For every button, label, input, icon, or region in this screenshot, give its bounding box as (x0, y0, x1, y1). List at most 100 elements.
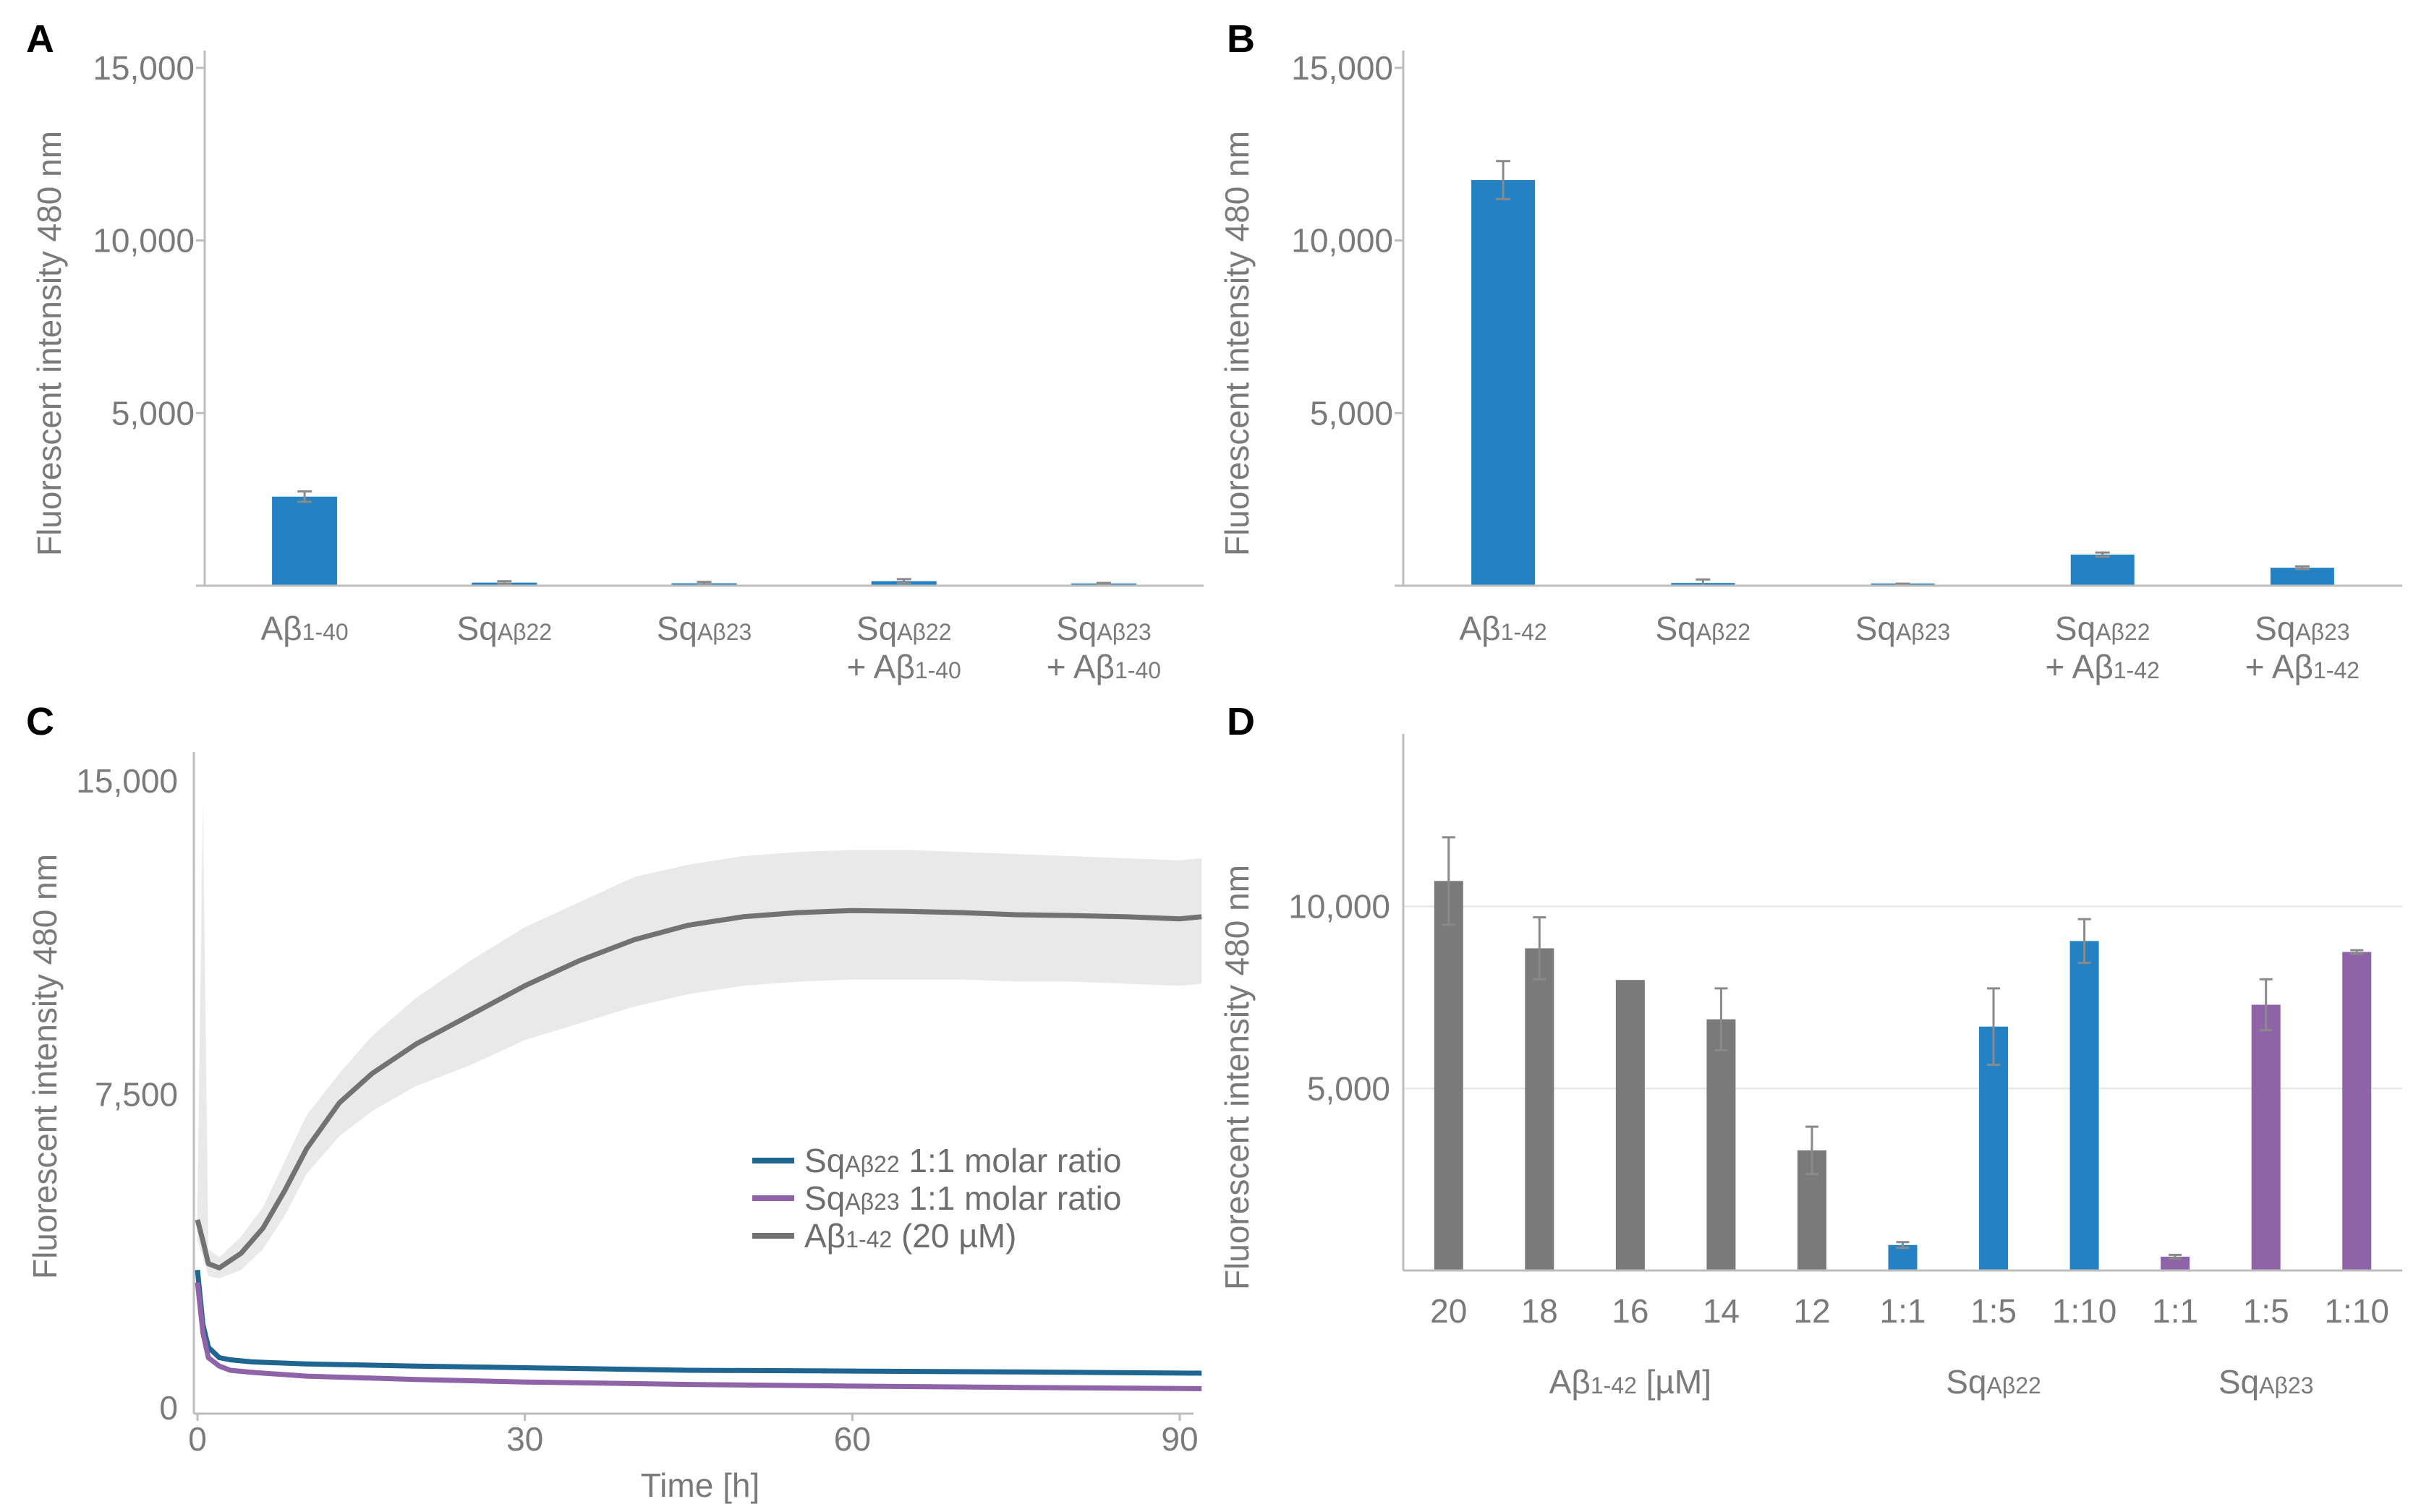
panel-d-category-label: 18 (1521, 1292, 1558, 1330)
panel-a-category-label-main: Sq (856, 610, 897, 647)
panel-c-y-tick-label: 15,000 (76, 762, 178, 800)
panel-b-y-tick-labels: 5,000 10,000 15,000 (1291, 49, 1403, 432)
panel-d-bars (1434, 881, 2372, 1270)
panel-d-y-tick-label: 10,000 (1288, 888, 1390, 926)
panel-d-category-label: 12 (1793, 1292, 1830, 1330)
panel-d-group-label: SqAβ22 (1946, 1363, 2041, 1401)
panel-d-category-label: 1:1 (1880, 1292, 1926, 1330)
panel-b-error-bar (2095, 551, 2110, 558)
panel-d-group-label-sub: Aβ22 (1987, 1372, 2041, 1398)
panel-a-error-bar (297, 490, 312, 503)
panel-d-category-label: 1:10 (2052, 1292, 2117, 1330)
panel-letter-c: C (26, 700, 54, 743)
panel-d-bar (2161, 1256, 2190, 1270)
panel-d-error-bar (2259, 978, 2273, 1032)
panel-d-error-bar (2077, 918, 2091, 965)
panel-a-category-label-line2: + Aβ1-40 (1047, 648, 1161, 685)
panel-a-y-tick-label: 10,000 (93, 222, 195, 260)
panel-letter-b: B (1227, 17, 1255, 61)
panel-a-category-label-sub: 1-40 (302, 619, 349, 645)
panel-c-legend-label-main: Sq (804, 1142, 845, 1179)
panel-a-category-label: SqAβ22 (456, 610, 552, 647)
panel-b-bar (1471, 180, 1536, 586)
panel-b-category-label-sub: Aβ23 (2295, 619, 2349, 645)
panel-d-x-tick-labels: 20 18 16 14 12 1:1 1:5 1:10 1:1 1:5 1:10 (1430, 1292, 2389, 1330)
panel-c-error-band (197, 801, 1202, 1278)
panel-d-category-label: 1:5 (2243, 1292, 2289, 1330)
panel-c-legend-label-rest: 1:1 molar ratio (900, 1179, 1122, 1217)
panel-d-error-bar (2169, 1253, 2182, 1260)
panel-c-series-line (195, 1269, 1202, 1376)
panel-d-category-label: 14 (1703, 1292, 1740, 1330)
panel-b-category-label: SqAβ22 (1655, 610, 1750, 647)
panel-b-error-bar (2294, 565, 2310, 571)
panel-b-category-label-main: Sq (1655, 610, 1695, 647)
panel-c-y-axis-label: Fluorescent intensity 480 nm (26, 854, 64, 1279)
panel-b-category-label: SqAβ23 (1855, 610, 1951, 647)
panel-d-bar (2342, 952, 2372, 1270)
panel-c-x-tick-label: 0 (188, 1420, 207, 1458)
panel-c-legend-label-rest: 1:1 molar ratio (900, 1142, 1122, 1179)
panel-a-category-label-main: Sq (456, 610, 497, 647)
panel-d-error-bar (1442, 836, 1455, 926)
panel-d-error-bar (2350, 949, 2364, 955)
panel-c-x-tick-labels: 0 30 60 90 (188, 1414, 1199, 1458)
panel-a-error-bars (297, 490, 1111, 586)
panel-b-category-label-sub: Aβ22 (1696, 619, 1750, 645)
panel-b-category-label: Aβ1-42 (1460, 610, 1547, 647)
panel-d-bar (1979, 1026, 2009, 1270)
panel-b-category-label-main: Sq (2055, 610, 2095, 647)
panel-a-category-label-sub: Aβ23 (1097, 619, 1151, 645)
panel-d-error-bar (1896, 1241, 1910, 1250)
panel-b-category-label-sub: 1-42 (1501, 619, 1547, 645)
panel-a-y-tick-labels: 5,000 10,000 15,000 (93, 49, 205, 432)
panel-a-category-label-main: Aβ (261, 610, 302, 647)
panel-c-legend-label: Aβ1-42 (20 µM) (804, 1217, 1016, 1255)
panel-b-category-label-sub: Aβ22 (2095, 619, 2150, 645)
panel-d-group-label: Aβ1-42 [µM] (1549, 1363, 1711, 1401)
panel-a-x-tick-labels: Aβ1-40 SqAβ22 SqAβ23 SqAβ22+ Aβ1-40SqAβ23+ … (261, 610, 1162, 685)
panel-c-legend-label-rest: (20 µM) (892, 1217, 1016, 1255)
panel-a-category-label-line2-main: + Aβ (847, 648, 915, 685)
panel-a-bars (272, 496, 1136, 586)
panel-b-category-label-line2-sub: 1-42 (2114, 657, 2160, 683)
panel-d-error-bar (1805, 1125, 1818, 1176)
panel-a-category-label-sub: Aβ22 (897, 619, 951, 645)
panel-b-y-tick-label: 15,000 (1291, 49, 1393, 87)
panel-d-category-label: 16 (1612, 1292, 1648, 1330)
panel-d-bar (1706, 1019, 1736, 1270)
panel-a-category-label-line2-main: + Aβ (1047, 648, 1115, 685)
panel-d-y-tick-label: 5,000 (1307, 1069, 1390, 1107)
panel-c-x-axis-label: Time [h] (641, 1466, 760, 1504)
panel-b-category-label-main: Sq (2255, 610, 2295, 647)
panel-a-category-label-line2-sub: 1-40 (1115, 657, 1161, 683)
panel-b-category-label: SqAβ23 (2255, 610, 2350, 647)
panel-b-y-tick-label: 5,000 (1310, 394, 1393, 432)
panel-c-confidence-band (197, 801, 1202, 1278)
panel-a-error-bar (896, 578, 911, 585)
panel-c-legend-label-sub: 1-42 (846, 1226, 892, 1252)
panel-c-y-tick-labels: 0 7,500 15,000 (76, 762, 178, 1427)
panel-letter-d: D (1227, 700, 1255, 743)
panel-d-bar (1615, 980, 1645, 1270)
panel-b-x-tick-labels: Aβ1-42 SqAβ22 SqAβ23 SqAβ22+ Aβ1-42SqAβ23+ … (1460, 610, 2360, 685)
panel-d-gridlines (1403, 905, 2402, 1090)
panel-b-bars (1471, 180, 2334, 586)
panel-a-category-label-sub: Aβ22 (498, 619, 552, 645)
panel-a-category-label: SqAβ23 (1056, 610, 1152, 647)
panel-a-category-label-sub: Aβ23 (697, 619, 752, 645)
panel-b-category-label-line2-main: + Aβ (2245, 648, 2313, 685)
panel-d-error-bars (1442, 836, 2364, 1260)
panel-c-legend-label-main: Aβ (804, 1217, 846, 1255)
panel-b-category-label-line2-sub: 1-42 (2313, 657, 2360, 683)
panel-a-category-label: SqAβ22 (856, 610, 952, 647)
panel-d: D 5,000 10,000 20 18 16 14 12 1:1 1:5 1:10 1:1 1:5… (1218, 700, 2402, 1401)
panel-c-legend-label: SqAβ22 1:1 molar ratio (804, 1142, 1121, 1179)
panel-d-bar (1888, 1244, 1918, 1270)
panel-a-bar (272, 496, 338, 586)
panel-d-category-label: 1:1 (2152, 1292, 2198, 1330)
panel-c-legend-label: SqAβ23 1:1 molar ratio (804, 1179, 1121, 1217)
